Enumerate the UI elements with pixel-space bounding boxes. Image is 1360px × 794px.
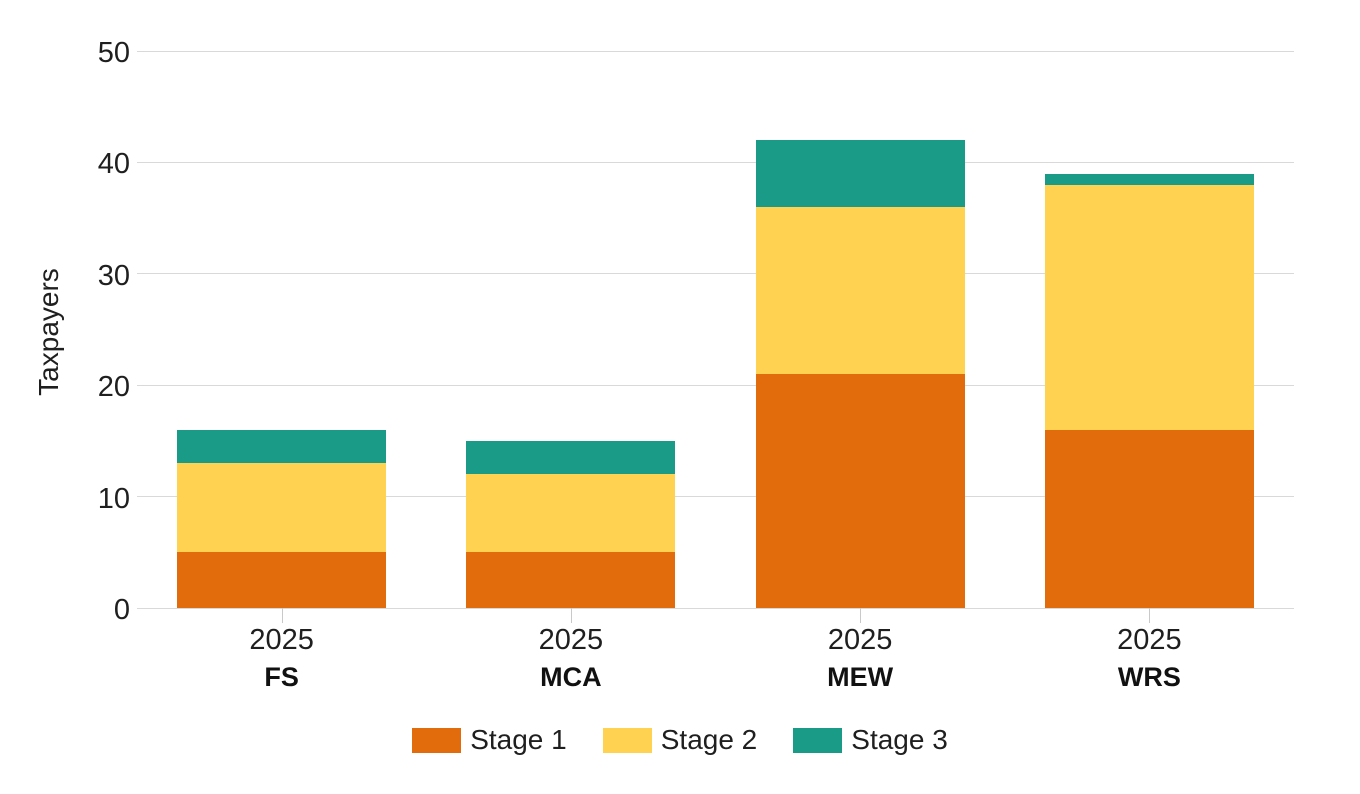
bar-segment-FS-stage-2 — [177, 463, 387, 553]
legend-item-stage-3: Stage 3 — [793, 724, 948, 756]
gridline-y-10 — [137, 496, 1294, 498]
gridline-y-40 — [137, 161, 1294, 163]
bar-group-FS — [177, 51, 387, 608]
x-category-label-MCA: MCA — [540, 662, 602, 692]
bar-group-MEW — [755, 51, 965, 608]
y-tick-label-10: 10 — [97, 482, 130, 515]
gridline-y-20 — [137, 384, 1294, 386]
gridline-y-50 — [137, 50, 1294, 52]
legend-swatch-icon — [412, 727, 462, 753]
bar-segment-MCA-stage-3 — [466, 440, 676, 475]
legend-swatch-icon — [793, 727, 843, 753]
bar-segment-WRS-stage-3 — [1044, 173, 1254, 185]
y-tick-label-50: 50 — [97, 37, 130, 69]
gridline-y-0 — [137, 607, 1294, 609]
y-tick-label-40: 40 — [97, 148, 130, 181]
x-category-label-FS: FS — [264, 662, 299, 692]
legend-label: Stage 1 — [470, 724, 567, 755]
x-category-label-MEW: MEW — [827, 662, 894, 692]
legend: Stage 1 Stage 2 Stage 3 — [0, 724, 1360, 756]
bar-group-MCA — [466, 51, 676, 608]
legend-item-stage-1: Stage 1 — [412, 724, 567, 756]
x-period-label-FS: 2025 — [249, 624, 314, 656]
y-tick-label-20: 20 — [97, 371, 130, 404]
legend-label: Stage 2 — [660, 724, 758, 755]
bar-segment-MCA-stage-2 — [466, 474, 676, 553]
bar-segment-WRS-stage-1 — [1044, 429, 1254, 608]
x-period-label-WRS: 2025 — [1117, 624, 1182, 656]
gridline-y-30 — [137, 273, 1294, 275]
legend-swatch-icon — [602, 727, 652, 753]
bar-segment-MEW-stage-3 — [755, 140, 965, 207]
y-tick-label-0: 0 — [113, 594, 130, 626]
x-period-label-MCA: 2025 — [538, 624, 604, 656]
x-category-label-WRS: WRS — [1117, 662, 1181, 692]
x-tick-MCA — [570, 608, 572, 623]
x-tick-MEW — [860, 608, 862, 623]
x-tick-FS — [281, 608, 283, 623]
bar-segment-FS-stage-3 — [177, 429, 387, 464]
y-tick-label-30: 30 — [97, 259, 130, 292]
legend-label: Stage 3 — [851, 724, 948, 755]
bar-segment-MEW-stage-2 — [755, 206, 965, 375]
x-tick-WRS — [1149, 608, 1151, 623]
x-period-label-MEW: 2025 — [827, 624, 893, 656]
plot-area — [137, 50, 1294, 623]
bar-segment-MCA-stage-1 — [466, 552, 676, 608]
bar-segment-FS-stage-1 — [177, 552, 387, 608]
bar-segment-WRS-stage-2 — [1044, 184, 1254, 430]
bar-segment-MEW-stage-1 — [755, 374, 965, 608]
bar-group-WRS — [1044, 51, 1254, 608]
legend-item-stage-2: Stage 2 — [602, 724, 758, 756]
